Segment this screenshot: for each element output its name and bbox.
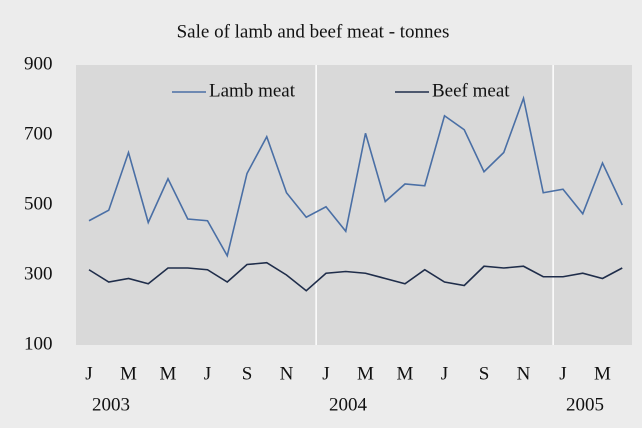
y-tick-label: 700: [24, 123, 53, 144]
x-tick-label: S: [242, 363, 253, 384]
x-tick-label: S: [479, 363, 490, 384]
x-tick-label: M: [160, 363, 177, 384]
y-tick-label: 300: [24, 263, 53, 284]
y-tick-label: 100: [24, 333, 53, 354]
year-label: 2005: [566, 394, 604, 415]
x-tick-label: J: [85, 363, 92, 384]
x-tick-label: M: [397, 363, 414, 384]
series-line: [88, 261, 623, 292]
year-label: 2004: [329, 394, 368, 415]
x-tick-label: J: [322, 363, 329, 384]
y-tick-label: 500: [24, 193, 53, 214]
x-tick-label: N: [280, 363, 294, 384]
y-tick-label: 900: [24, 53, 53, 74]
year-label: 2003: [92, 394, 130, 415]
series-line: [88, 95, 623, 258]
legend-label: Lamb meat: [209, 80, 296, 101]
x-tick-label: N: [517, 363, 531, 384]
x-tick-label: J: [559, 363, 566, 384]
legend-label: Beef meat: [432, 80, 510, 101]
plot-area: [76, 65, 632, 345]
x-tick-label: J: [204, 363, 211, 384]
x-tick-label: M: [120, 363, 137, 384]
chart-title: Sale of lamb and beef meat - tonnes: [177, 21, 450, 42]
x-tick-label: J: [441, 363, 448, 384]
x-tick-label: M: [357, 363, 374, 384]
x-tick-label: M: [594, 363, 611, 384]
